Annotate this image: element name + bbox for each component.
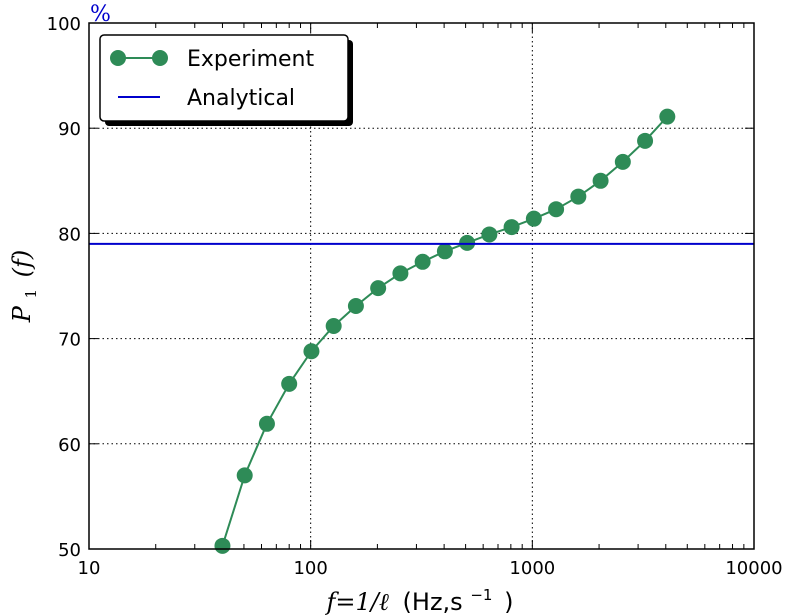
x-tick-label: 100 — [293, 558, 327, 579]
y-axis-label-subscript: 1 — [22, 289, 40, 299]
y-tick-label: 70 — [58, 330, 81, 351]
x-axis-label-close: ) — [504, 588, 513, 616]
experiment-point — [525, 210, 542, 227]
experiment-point — [325, 317, 342, 334]
experiment-point — [392, 265, 409, 282]
y-tick-labels: 50 60 70 80 90 100 — [47, 14, 81, 561]
x-tick-label: 1000 — [509, 558, 555, 579]
plot-frame — [88, 22, 755, 550]
experiment-point — [614, 153, 631, 170]
experiment-point — [303, 343, 320, 360]
experiment-point — [236, 467, 253, 484]
y-tick-label: 60 — [58, 435, 81, 456]
y-unit-label: % — [90, 2, 111, 27]
y-axis-label: P 1 (f) — [8, 250, 42, 324]
y-axis-label-script: P — [8, 305, 36, 323]
y-tick-label: 100 — [47, 14, 81, 35]
experiment-point — [436, 243, 453, 260]
y-axis-label-argument: (f) — [8, 250, 36, 278]
legend-experiment-label: Experiment — [187, 47, 314, 72]
x-axis-label-exponent: −1 — [470, 586, 492, 604]
experiment-point — [659, 108, 676, 125]
experiment-point — [637, 132, 654, 149]
x-tick-label: 10000 — [725, 558, 782, 579]
legend: Experiment Analytical — [99, 34, 353, 126]
legend-experiment-marker — [110, 50, 126, 66]
experiment-point — [414, 253, 431, 270]
experiment-point — [281, 375, 298, 392]
legend-experiment-marker — [152, 50, 168, 66]
experiment-point — [503, 219, 520, 236]
x-axis-label-math: f=1/ℓ — [325, 588, 389, 616]
grid-lines — [89, 23, 754, 549]
experiment-point — [347, 297, 364, 314]
legend-analytical-label: Analytical — [187, 86, 295, 111]
experiment-point — [592, 172, 609, 189]
experiment-point — [459, 234, 476, 251]
x-axis-label: f=1/ℓ (Hz,s −1 ) — [325, 578, 514, 616]
experiment-point — [370, 280, 387, 297]
experiment-point — [214, 537, 231, 554]
experiment-point — [481, 226, 498, 243]
x-tick-labels: 10 100 1000 10000 — [78, 558, 783, 579]
x-axis-label-units: (Hz,s — [403, 588, 463, 616]
data-series — [89, 108, 754, 554]
experiment-point — [570, 188, 587, 205]
experiment-point — [258, 415, 275, 432]
y-tick-label: 90 — [58, 119, 81, 140]
experiment-point — [548, 201, 565, 218]
y-tick-label: 50 — [58, 540, 81, 561]
x-tick-label: 10 — [78, 558, 101, 579]
y-tick-label: 80 — [58, 224, 81, 245]
